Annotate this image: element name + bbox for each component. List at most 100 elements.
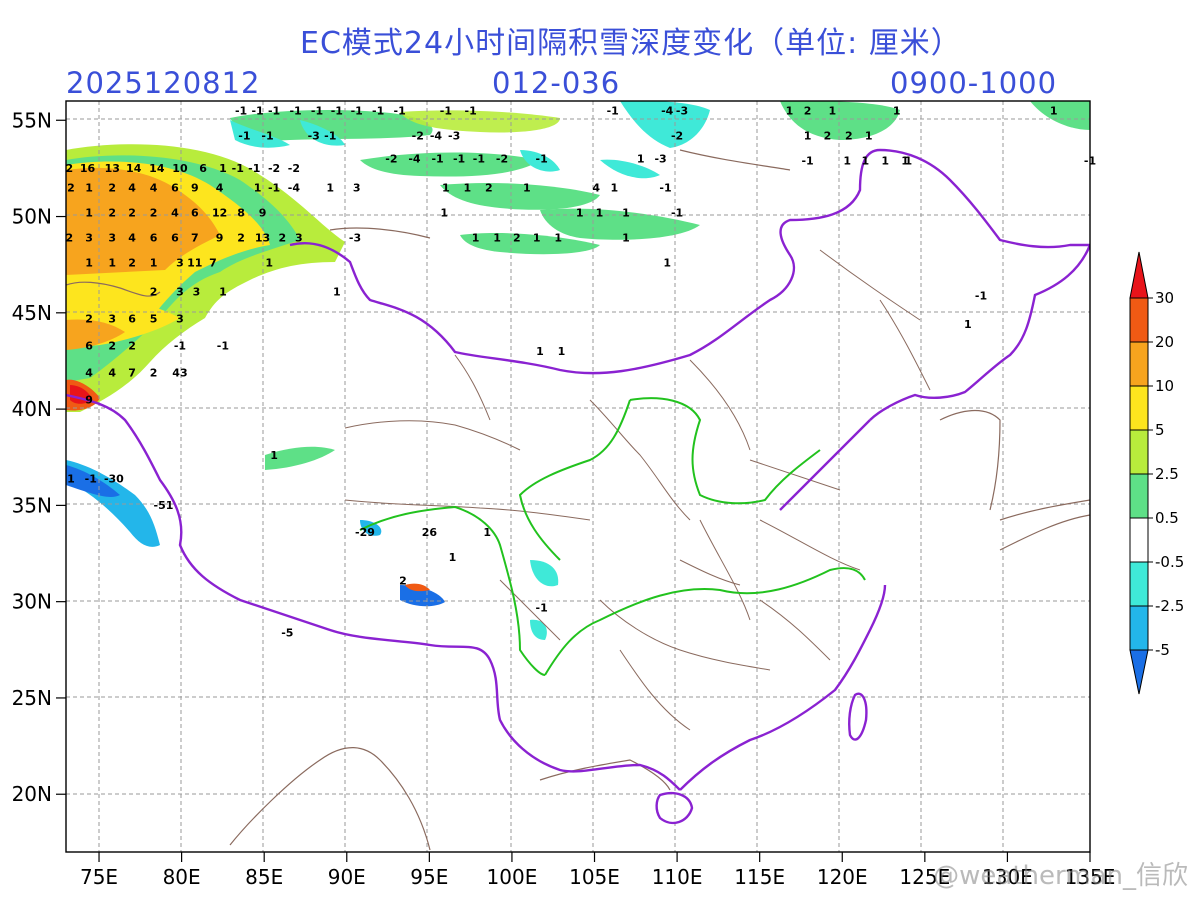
value-label: 1 [150,257,158,270]
value-label: 1 [333,285,341,298]
value-label: 3 [108,312,116,325]
value-label: 10 [172,162,188,175]
value-label: -1 [268,104,280,117]
colorbar-segment [1129,429,1149,475]
lat-tick-label: 25N [12,686,52,710]
map-title: EC模式24小时间隔积雪深度变化（单位: 厘米） [300,26,962,61]
value-label: 1 [1050,104,1058,117]
value-label: 1 [85,182,93,195]
colorbar-segment [1129,385,1149,431]
value-label: 7 [128,366,136,379]
value-label: 8 [237,207,245,220]
lat-tick-label: 40N [12,397,52,421]
value-label: 4 [108,366,116,379]
provincial-borders [344,249,931,731]
value-label: -2 [288,162,300,175]
colorbar-segment [1129,649,1149,695]
value-label: 1 [964,318,972,331]
colorbar-segment [1129,517,1149,563]
value-label: 2 [108,339,116,352]
value-label: 2 [128,207,136,220]
value-label: 6 [171,182,179,195]
value-label: 6 [85,339,93,352]
value-label: 1 [108,257,116,270]
value-label: -1 [85,472,97,485]
lon-tick-label: 125E [899,865,950,889]
value-label: -5 [281,626,293,639]
value-label: 3 [176,285,184,298]
value-label: 1 [254,182,262,195]
value-label: 1 [219,285,227,298]
value-label: 9 [259,207,267,220]
value-label: 43 [172,366,187,379]
taiwan-island [848,692,868,741]
value-label: -1 [473,153,485,166]
value-label: 2 [108,182,116,195]
value-label: 1 [85,257,93,270]
value-label: 26 [422,526,438,539]
value-label: 1 [554,232,562,245]
value-label: -1 [536,153,548,166]
value-label: -1 [248,162,260,175]
national-border [66,148,1090,791]
value-label: -1 [268,182,280,195]
lon-tick-label: 130E [982,865,1033,889]
value-label: 1 [536,345,544,358]
graticule [66,101,1090,852]
value-label: 1 [85,207,93,220]
value-label: 14 [126,162,142,175]
value-label: -2 [385,153,397,166]
value-label: -30 [104,472,124,485]
value-label: -1 [536,601,548,614]
lon-tick-label: 110E [652,865,703,889]
value-label: 14 [149,162,165,175]
value-label: 5 [150,312,158,325]
value-label: 4 [592,182,600,195]
value-label: 6 [191,207,199,220]
hainan-island [655,791,694,825]
value-label: 1 [893,104,901,117]
value-label: 4 [128,182,136,195]
value-label: -1 [289,104,301,117]
value-label: 9 [191,182,199,195]
value-label: 2 [485,182,493,195]
colorbar-label: 20 [1155,333,1174,351]
value-label: 2 [108,207,116,220]
value-label: 1 [67,472,75,485]
value-label: 1 [611,182,619,195]
value-label: -29 [355,526,375,539]
value-label: -4 [430,130,443,143]
value-label: 1 [862,155,870,168]
value-label: 1 [843,155,851,168]
value-label: 1 [558,345,566,358]
value-label: -1 [238,130,250,143]
value-label: 3 [176,257,184,270]
lon-tick-label: 75E [80,865,118,889]
value-label: 2 [128,257,136,270]
value-label: -1 [394,104,406,117]
value-label: -2 [496,153,508,166]
value-label: -1 [453,153,465,166]
lat-tick-label: 20N [12,782,52,806]
value-label: 3 [85,232,93,245]
value-label: -2 [671,130,683,143]
value-label: 1 [219,162,227,175]
value-label: 1 [881,155,889,168]
value-label: 6 [150,232,158,245]
value-label: 1 [265,257,273,270]
snow-shading-layer [66,101,1090,640]
value-label: -4 [661,104,674,117]
value-label: -1 [232,162,244,175]
value-label: 2 [65,162,73,175]
value-label: 3 [176,312,184,325]
value-label: 2 [150,366,158,379]
colorbar-segment [1129,251,1149,299]
drainage-lines [359,397,866,676]
colorbar-segment [1129,561,1149,607]
colorbar-segment [1129,297,1149,343]
watermark: @weatherman_信欣 [933,861,1188,891]
lon-tick-label: 95E [410,865,448,889]
lon-tick-label: 120E [817,865,868,889]
value-label: 4 [85,366,93,379]
